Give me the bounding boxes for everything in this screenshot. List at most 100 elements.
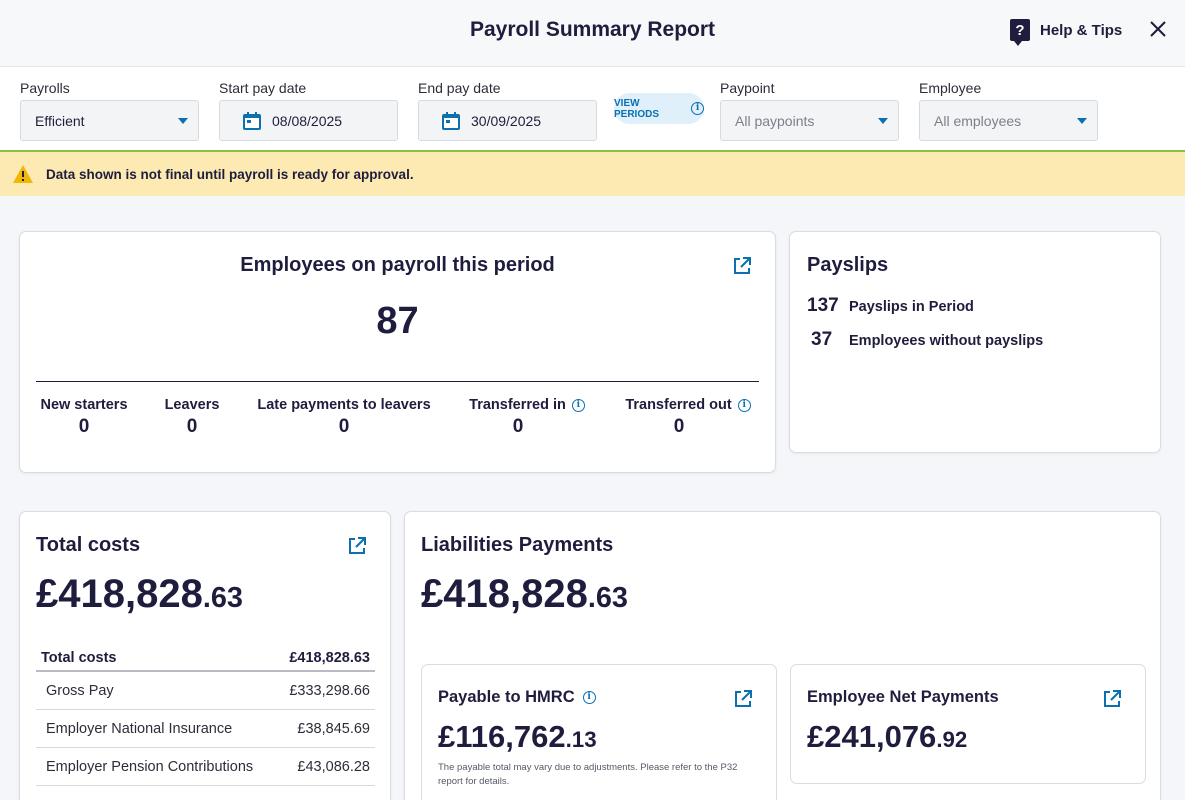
stat-label: Late payments to leavers xyxy=(257,397,431,413)
employee-placeholder: All employees xyxy=(934,112,1022,129)
stat-label: New starters xyxy=(40,397,128,413)
liabilities-card: Liabilities Payments £418,828.63 Payable… xyxy=(404,511,1161,800)
amount-cents: .63 xyxy=(202,582,243,614)
page-title: Payroll Summary Report xyxy=(469,18,716,41)
amount-main: £418,828 xyxy=(421,572,588,616)
stat-value: 0 xyxy=(186,416,198,437)
paypoint-label: Paypoint xyxy=(720,80,775,96)
employee-net-payments-card: Employee Net Payments £241,076.92 xyxy=(790,664,1146,784)
cell-value: £38,845.69 xyxy=(297,720,370,737)
net-payments-amount: £241,076.92 xyxy=(807,719,967,755)
net-payments-title: Employee Net Payments xyxy=(807,688,999,707)
total-costs-card: Total costs £418,828.63 Total costs £418… xyxy=(19,511,391,800)
payslips-label: Employees without payslips xyxy=(849,333,1044,349)
start-date-label: Start pay date xyxy=(219,80,307,96)
stat-label: Transferred out xyxy=(625,397,732,413)
payslips-row: 37 Employees without payslips xyxy=(807,329,1043,351)
payslips-count: 37 xyxy=(811,329,833,350)
cell-value: £43,086.28 xyxy=(297,758,370,775)
table-row: Gross Pay £333,298.66 xyxy=(36,672,375,710)
cell-label: Employer National Insurance xyxy=(46,720,233,737)
payrolls-filter: Payrolls Efficient xyxy=(20,80,199,141)
stat-leavers: Leavers 0 xyxy=(156,397,228,438)
amount-main: £241,076 xyxy=(807,719,937,754)
liabilities-title: Liabilities Payments xyxy=(421,534,614,556)
payslips-card-title: Payslips xyxy=(807,254,889,276)
start-date-value: 08/08/2025 xyxy=(272,112,343,129)
end-date-label: End pay date xyxy=(418,80,501,96)
app-header: Payroll Summary Report ? Help & Tips xyxy=(0,0,1185,67)
payable-hmrc-note: The payable total may vary due to adjust… xyxy=(438,762,738,788)
stat-value: 0 xyxy=(512,416,524,437)
payable-hmrc-card: Payable to HMRC i £116,762.13 The payabl… xyxy=(421,664,777,800)
calendar-icon[interactable] xyxy=(441,111,461,131)
amount-main: £116,762 xyxy=(438,719,566,754)
chevron-down-icon xyxy=(1077,118,1087,124)
chevron-down-icon xyxy=(878,118,888,124)
paypoint-placeholder: All paypoints xyxy=(735,112,815,129)
external-link-icon[interactable] xyxy=(733,689,753,709)
warning-text: Data shown is not final until payroll is… xyxy=(46,166,414,182)
info-icon[interactable]: i xyxy=(571,398,585,412)
end-date-value: 30/09/2025 xyxy=(471,112,542,129)
help-tips-button[interactable]: ? Help & Tips xyxy=(1010,19,1123,46)
employee-count: 87 xyxy=(376,300,419,342)
stat-value: 0 xyxy=(673,416,685,437)
warning-banner: Data shown is not final until payroll is… xyxy=(0,150,1185,196)
end-date-filter: End pay date 30/09/2025 xyxy=(418,80,597,141)
paypoint-filter: Paypoint All paypoints xyxy=(720,80,899,141)
total-costs-title: Total costs xyxy=(36,534,141,556)
calendar-icon[interactable] xyxy=(242,111,262,131)
start-date-filter: Start pay date 08/08/2025 xyxy=(219,80,398,141)
divider xyxy=(36,381,759,382)
stat-label: Leavers xyxy=(164,397,220,413)
employee-select[interactable]: All employees xyxy=(919,100,1098,141)
amount-cents: .63 xyxy=(587,582,628,614)
table-row: Employer Pension Contributions £43,086.2… xyxy=(36,748,375,786)
cell-label: Employer Pension Contributions xyxy=(46,758,254,775)
cell-label: Gross Pay xyxy=(46,682,114,699)
view-periods-label: VIEW PERIODS xyxy=(614,97,660,120)
info-icon[interactable]: i xyxy=(737,398,751,412)
liabilities-amount: £418,828.63 xyxy=(421,572,628,617)
stat-transferred-in: Transferred in i 0 xyxy=(464,397,590,438)
stat-late-payments: Late payments to leavers 0 xyxy=(253,397,435,438)
payrolls-select[interactable]: Efficient xyxy=(20,100,199,141)
info-icon: i xyxy=(691,102,704,115)
total-costs-amount: £418,828.63 xyxy=(36,572,243,617)
net-payments-label: Employee Net Payments xyxy=(807,688,999,706)
payslips-count: 137 xyxy=(807,295,839,316)
info-icon[interactable]: i xyxy=(582,691,596,704)
amount-main: £418,828 xyxy=(36,572,203,616)
payslips-card: Payslips 137 Payslips in Period 37 Emplo… xyxy=(789,231,1161,453)
start-date-input[interactable]: 08/08/2025 xyxy=(219,100,398,141)
external-link-icon[interactable] xyxy=(1102,689,1122,709)
warning-icon xyxy=(13,165,33,183)
amount-cents: .92 xyxy=(936,727,968,752)
cell-value: £418,828.63 xyxy=(289,650,370,666)
payrolls-label: Payrolls xyxy=(20,80,70,96)
stat-transferred-out: Transferred out i 0 xyxy=(620,397,756,438)
external-link-icon[interactable] xyxy=(347,536,367,556)
payrolls-value: Efficient xyxy=(35,112,85,129)
paypoint-select[interactable]: All paypoints xyxy=(720,100,899,141)
view-periods-button[interactable]: VIEW PERIODS i xyxy=(614,93,704,124)
payable-hmrc-label: Payable to HMRC xyxy=(438,688,575,706)
close-icon[interactable] xyxy=(1145,16,1171,42)
payslips-row: 137 Payslips in Period xyxy=(807,295,974,317)
help-tips-label: Help & Tips xyxy=(1040,21,1123,39)
chevron-down-icon xyxy=(178,118,188,124)
payslips-label: Payslips in Period xyxy=(849,299,974,315)
payable-hmrc-amount: £116,762.13 xyxy=(438,719,597,755)
employees-card: Employees on payroll this period 87 New … xyxy=(19,231,776,473)
costs-table: Total costs £418,828.63 Gross Pay £333,2… xyxy=(36,646,375,786)
stat-value: 0 xyxy=(78,416,90,437)
costs-table-header: Total costs £418,828.63 xyxy=(36,646,375,672)
end-date-input[interactable]: 30/09/2025 xyxy=(418,100,597,141)
stat-label: Transferred in xyxy=(469,397,566,413)
stat-new-starters: New starters 0 xyxy=(38,397,130,438)
help-icon: ? xyxy=(1010,19,1030,46)
cell-label: Total costs xyxy=(41,650,117,666)
employees-card-title: Employees on payroll this period xyxy=(240,254,555,276)
external-link-icon[interactable] xyxy=(732,256,752,276)
